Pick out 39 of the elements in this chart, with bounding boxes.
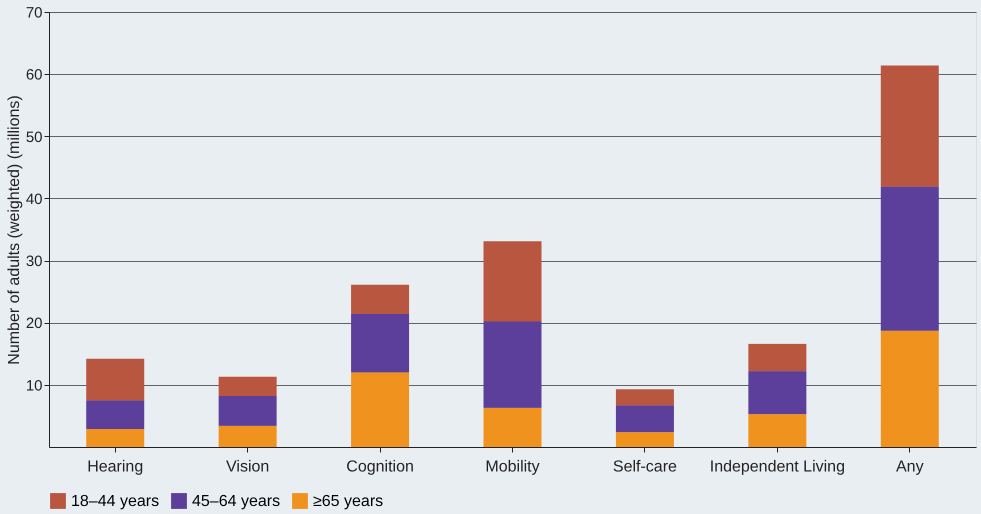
- bar: [218, 396, 277, 426]
- legend-label: ≥65 years: [313, 493, 384, 510]
- bar: [880, 330, 939, 447]
- bar: [484, 321, 542, 408]
- x-tick-label: Mobility: [485, 458, 540, 476]
- y-tick-label: 50: [26, 128, 42, 146]
- x-tick-label: Independent Living: [710, 458, 845, 476]
- bar: [616, 405, 674, 432]
- bar: [86, 428, 144, 447]
- y-tick-label: 40: [26, 190, 42, 208]
- x-tick-label: Any: [896, 458, 924, 476]
- bar: [880, 186, 939, 331]
- bar: [748, 414, 806, 447]
- bar: [218, 426, 277, 447]
- bar: [351, 284, 410, 314]
- bar: [484, 408, 542, 447]
- y-tick-label: 60: [26, 66, 42, 84]
- bar: [218, 376, 277, 396]
- bar: [880, 65, 939, 187]
- bar: [616, 432, 674, 447]
- bar: [351, 314, 410, 372]
- bar: [748, 344, 806, 372]
- x-tick-label: Vision: [226, 458, 270, 476]
- y-tick-label: 20: [26, 315, 42, 332]
- bar: [484, 241, 542, 322]
- x-tick-label: Hearing: [87, 458, 144, 476]
- legend-label: 18–44 years: [71, 493, 160, 510]
- y-tick-label: 70: [26, 4, 42, 22]
- bar: [86, 400, 144, 429]
- bar: [86, 358, 144, 400]
- y-tick-label: 30: [26, 253, 42, 270]
- bar: [351, 372, 410, 447]
- x-tick-label: Self-care: [612, 458, 678, 476]
- legend-label: 45–64 years: [192, 493, 280, 510]
- y-tick-label: 10: [26, 377, 42, 394]
- x-tick-label: Cognition: [346, 458, 414, 476]
- y-axis-title: Number of adults (weighted) (millions): [6, 95, 23, 365]
- bar: [616, 389, 674, 406]
- bar: [748, 371, 806, 414]
